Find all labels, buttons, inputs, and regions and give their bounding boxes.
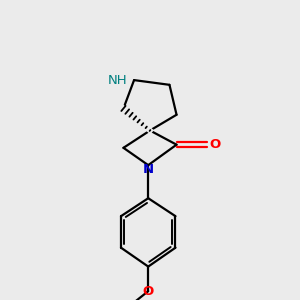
Text: NH: NH bbox=[108, 74, 127, 87]
Text: N: N bbox=[143, 163, 154, 176]
Text: O: O bbox=[142, 285, 154, 298]
Text: O: O bbox=[209, 138, 220, 151]
